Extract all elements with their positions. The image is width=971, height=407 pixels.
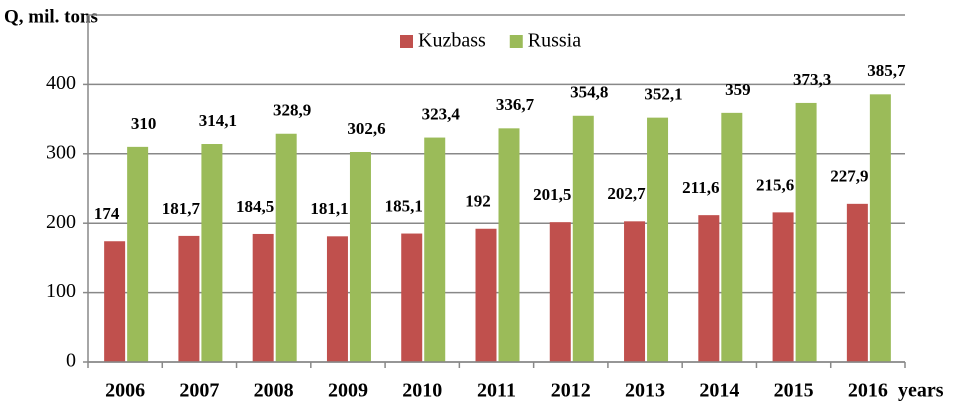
value-label: 211,6	[682, 178, 719, 197]
x-tick-label: 2013	[625, 380, 665, 402]
value-label: 310	[131, 114, 157, 133]
value-label: 174	[94, 204, 120, 223]
bar	[349, 151, 371, 362]
value-label: 359	[725, 80, 751, 99]
value-label: 202,7	[607, 184, 646, 203]
bar	[326, 236, 348, 362]
bar	[572, 115, 594, 362]
bar	[178, 235, 200, 362]
bar	[698, 215, 720, 362]
y-axis-title: Q, mil. tons	[4, 6, 98, 27]
bar	[869, 94, 891, 362]
value-label: 352,1	[644, 85, 682, 104]
y-tick-label: 100	[46, 280, 76, 302]
legend-label: Kuzbass	[418, 30, 486, 52]
bar	[201, 144, 223, 362]
value-label: 181,1	[310, 199, 348, 218]
bar	[252, 233, 274, 362]
x-axis-title: years	[898, 380, 944, 402]
legend-swatch	[509, 35, 523, 48]
bar	[624, 221, 646, 362]
value-label: 302,6	[347, 119, 385, 138]
value-label: 385,7	[867, 61, 906, 80]
x-tick-label: 2006	[105, 380, 145, 402]
x-tick-label: 2010	[402, 380, 442, 402]
bar	[772, 212, 794, 362]
value-label: 192	[465, 192, 491, 211]
x-tick-label: 2015	[774, 380, 814, 402]
value-label: 185,1	[385, 196, 423, 215]
x-tick-label: 2011	[477, 380, 516, 402]
x-tick-label: 2009	[328, 380, 368, 402]
value-label: 314,1	[199, 111, 237, 130]
y-tick-label: 300	[46, 141, 76, 163]
bar	[795, 102, 817, 362]
bar	[401, 233, 423, 362]
bar	[498, 128, 520, 362]
x-tick-label: 2016	[848, 380, 888, 402]
legend-swatch	[400, 35, 413, 48]
bar	[549, 222, 571, 362]
value-label: 215,6	[756, 175, 794, 194]
x-tick-label: 2014	[699, 380, 739, 402]
bar	[846, 203, 868, 362]
x-tick-label: 2008	[254, 380, 294, 402]
value-label: 354,8	[570, 83, 608, 102]
y-tick-label: 0	[66, 350, 76, 372]
y-tick-label: 400	[46, 72, 76, 94]
bar	[721, 112, 743, 362]
bar	[424, 137, 446, 362]
value-label: 373,3	[793, 70, 831, 89]
x-tick-label: 2012	[551, 380, 591, 402]
value-label: 184,5	[236, 197, 274, 216]
value-label: 201,5	[533, 185, 571, 204]
value-label: 181,7	[162, 199, 201, 218]
x-tick-label: 2007	[179, 380, 219, 402]
value-label: 336,7	[496, 95, 535, 114]
bar	[275, 133, 297, 362]
bar	[104, 241, 126, 362]
value-label: 328,9	[273, 101, 311, 120]
y-tick-label: 200	[46, 211, 76, 233]
bar	[127, 146, 149, 362]
bar	[475, 228, 497, 362]
value-label: 323,4	[422, 104, 461, 123]
bar	[647, 117, 669, 362]
legend-label: Russia	[528, 30, 581, 52]
value-label: 227,9	[830, 167, 868, 186]
